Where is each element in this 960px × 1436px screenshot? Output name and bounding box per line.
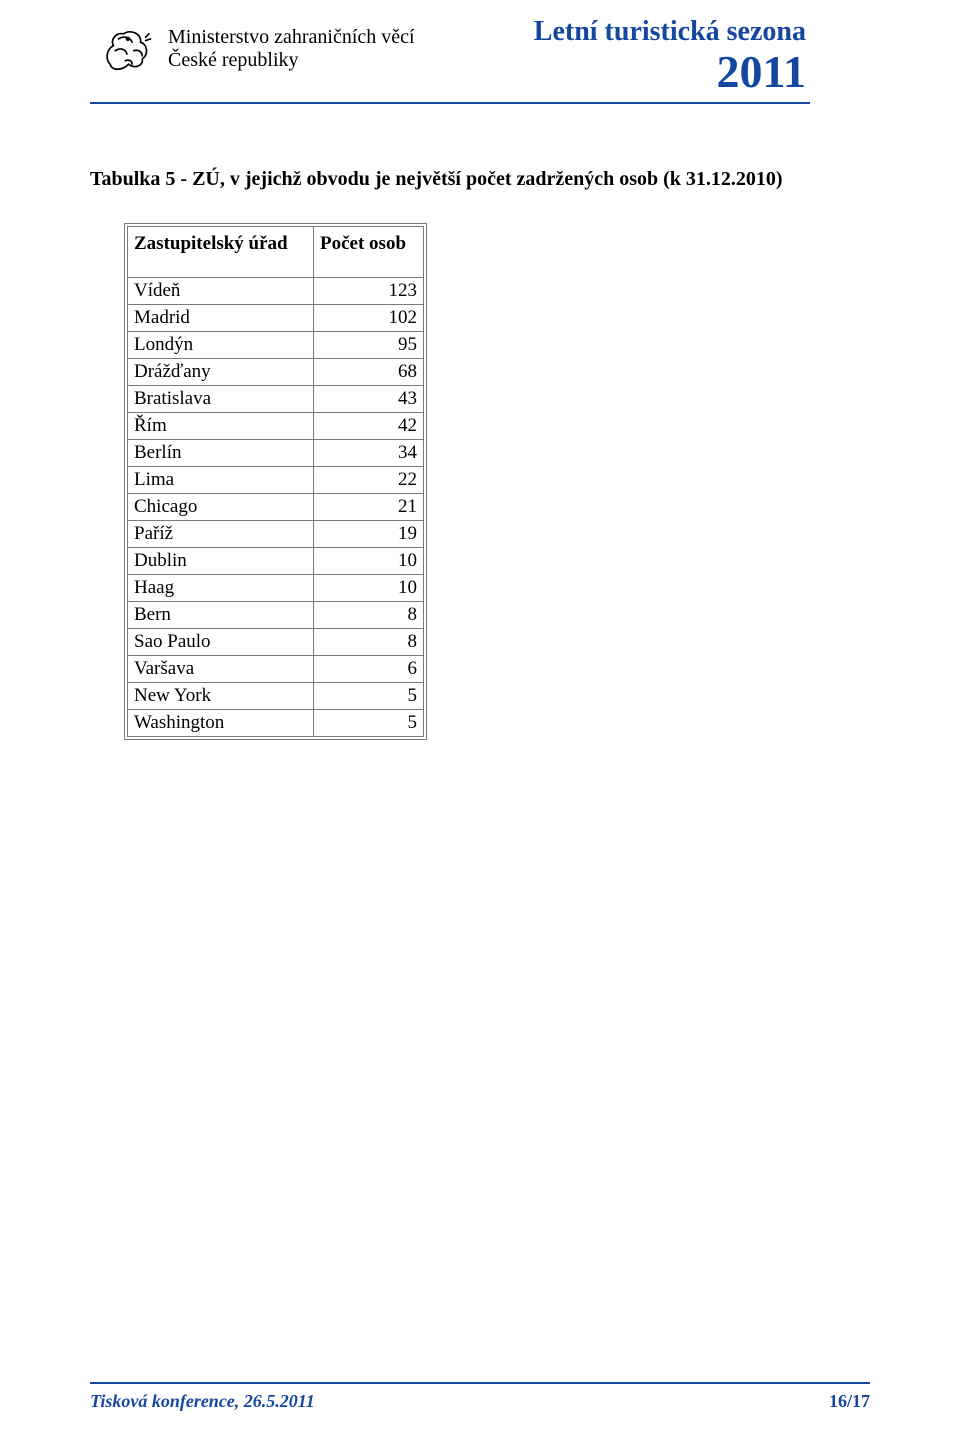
table-row: Varšava6 [128,656,424,683]
table-row: Řím42 [128,413,424,440]
title-block: Letní turistická sezona 2011 [534,16,810,96]
table-caption: Tabulka 5 - ZÚ, v jejichž obvodu je nejv… [90,168,870,191]
footer-page-number: 16/17 [829,1391,870,1412]
cell-office: Paříž [128,521,314,548]
cell-office: Bern [128,602,314,629]
cell-count: 68 [314,359,424,386]
cell-office: Sao Paulo [128,629,314,656]
cell-office: Lima [128,467,314,494]
ministry-text: Ministerstvo zahraničních věcí České rep… [168,26,415,72]
cell-office: Bratislava [128,386,314,413]
col-header-office: Zastupitelský úřad [128,227,314,278]
content: Tabulka 5 - ZÚ, v jejichž obvodu je nejv… [0,104,960,745]
cell-office: Londýn [128,332,314,359]
data-table: Zastupitelský úřad Počet osob Vídeň123Ma… [127,226,424,737]
cell-count: 5 [314,683,424,710]
table-row: Chicago21 [128,494,424,521]
cell-count: 123 [314,278,424,305]
col-header-count: Počet osob [314,227,424,278]
cell-count: 22 [314,467,424,494]
table-row: Bern8 [128,602,424,629]
cell-count: 10 [314,548,424,575]
cell-office: Drážďany [128,359,314,386]
cell-count: 10 [314,575,424,602]
cell-office: Vídeň [128,278,314,305]
cell-count: 8 [314,602,424,629]
ministry-line2: České republiky [168,49,415,72]
table-row: New York5 [128,683,424,710]
cell-office: Washington [128,710,314,737]
cell-count: 95 [314,332,424,359]
cell-count: 19 [314,521,424,548]
cell-office: Varšava [128,656,314,683]
cell-count: 21 [314,494,424,521]
table-row: Madrid102 [128,305,424,332]
cell-count: 6 [314,656,424,683]
cell-office: Dublin [128,548,314,575]
table-row: Washington5 [128,710,424,737]
cell-office: Řím [128,413,314,440]
table-header-row: Zastupitelský úřad Počet osob [128,227,424,278]
cell-count: 8 [314,629,424,656]
header: Ministerstvo zahraničních věcí České rep… [0,0,960,104]
doc-title: Letní turistická sezona [534,16,806,48]
cell-count: 102 [314,305,424,332]
table-row: Sao Paulo8 [128,629,424,656]
cell-count: 43 [314,386,424,413]
table-row: Bratislava43 [128,386,424,413]
table-wrap: Zastupitelský úřad Počet osob Vídeň123Ma… [124,223,870,745]
table-body: Vídeň123Madrid102Londýn95Drážďany68Brati… [128,278,424,737]
table-row: Paříž19 [128,521,424,548]
cell-count: 42 [314,413,424,440]
table-row: Dublin10 [128,548,424,575]
table-row: Lima22 [128,467,424,494]
footer-left: Tisková konference, 26.5.2011 [90,1391,315,1412]
ministry-line1: Ministerstvo zahraničních věcí [168,26,415,49]
cell-office: Madrid [128,305,314,332]
table-row: Haag10 [128,575,424,602]
cell-office: Haag [128,575,314,602]
table-row: Vídeň123 [128,278,424,305]
czech-lion-icon [100,22,154,76]
footer-rule [90,1382,870,1384]
cell-count: 5 [314,710,424,737]
table-row: Londýn95 [128,332,424,359]
table-frame: Zastupitelský úřad Počet osob Vídeň123Ma… [124,223,427,740]
doc-year: 2011 [534,48,806,96]
cell-count: 34 [314,440,424,467]
table-row: Drážďany68 [128,359,424,386]
footer: Tisková konference, 26.5.2011 16/17 [0,1391,960,1412]
ministry-block: Ministerstvo zahraničních věcí České rep… [90,16,415,76]
cell-office: Berlín [128,440,314,467]
header-row: Ministerstvo zahraničních věcí České rep… [90,16,810,104]
cell-office: Chicago [128,494,314,521]
table-row: Berlín34 [128,440,424,467]
cell-office: New York [128,683,314,710]
